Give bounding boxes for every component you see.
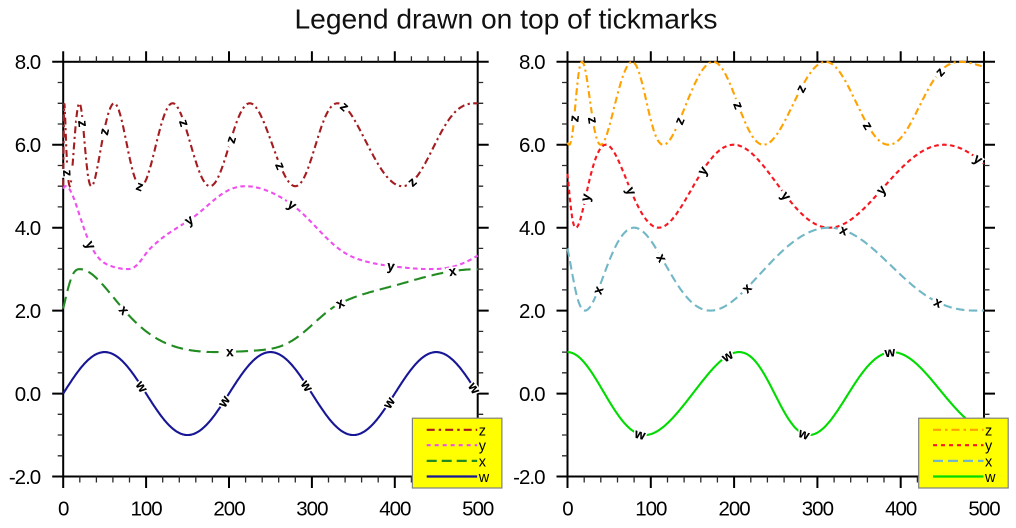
svg-text:400: 400 — [379, 498, 411, 521]
svg-text:z: z — [75, 119, 91, 128]
svg-text:400: 400 — [885, 498, 917, 521]
svg-text:Legend drawn on top of tickmar: Legend drawn on top of tickmarks — [294, 3, 717, 35]
svg-text:z: z — [566, 114, 582, 123]
svg-text:z: z — [96, 127, 112, 137]
svg-text:w: w — [478, 470, 490, 486]
svg-text:2.0: 2.0 — [519, 300, 545, 323]
svg-text:z: z — [223, 134, 239, 145]
svg-text:500: 500 — [462, 498, 494, 521]
svg-text:500: 500 — [968, 498, 1000, 521]
svg-text:w: w — [984, 470, 996, 486]
svg-text:y: y — [577, 192, 593, 203]
svg-text:4.0: 4.0 — [519, 217, 545, 240]
svg-text:8.0: 8.0 — [519, 51, 545, 74]
svg-text:6.0: 6.0 — [519, 134, 545, 157]
svg-text:6.0: 6.0 — [15, 134, 41, 157]
svg-text:200: 200 — [718, 498, 750, 521]
svg-text:200: 200 — [213, 498, 245, 521]
svg-text:8.0: 8.0 — [15, 51, 41, 74]
svg-text:0: 0 — [562, 498, 573, 521]
svg-text:z: z — [985, 423, 992, 439]
svg-text:w: w — [796, 425, 812, 443]
svg-text:w: w — [883, 344, 897, 360]
svg-text:0.0: 0.0 — [15, 383, 41, 406]
svg-text:z: z — [176, 117, 192, 128]
svg-text:x: x — [448, 263, 458, 279]
svg-text:4.0: 4.0 — [15, 217, 41, 240]
svg-text:x: x — [226, 344, 235, 359]
svg-text:100: 100 — [635, 498, 667, 521]
svg-text:-2.0: -2.0 — [513, 466, 545, 489]
svg-text:z: z — [75, 119, 91, 128]
svg-text:x: x — [985, 454, 993, 470]
svg-text:z: z — [60, 169, 75, 177]
svg-text:300: 300 — [802, 498, 834, 521]
svg-text:y: y — [985, 439, 993, 455]
svg-text:w: w — [883, 344, 897, 360]
svg-text:y: y — [386, 258, 396, 274]
svg-text:x: x — [479, 454, 487, 470]
svg-text:x: x — [226, 344, 235, 359]
svg-text:100: 100 — [130, 498, 162, 521]
svg-text:-2.0: -2.0 — [9, 466, 41, 489]
svg-text:z: z — [60, 169, 75, 177]
svg-text:w: w — [632, 426, 647, 444]
svg-text:2.0: 2.0 — [15, 300, 41, 323]
svg-text:300: 300 — [296, 498, 328, 521]
svg-text:z: z — [730, 100, 747, 112]
svg-text:z: z — [566, 114, 582, 123]
svg-text:0: 0 — [58, 498, 69, 521]
svg-text:z: z — [585, 116, 601, 125]
svg-text:z: z — [134, 178, 146, 195]
svg-text:0.0: 0.0 — [519, 383, 545, 406]
svg-text:z: z — [479, 423, 486, 439]
svg-text:y: y — [479, 439, 487, 455]
